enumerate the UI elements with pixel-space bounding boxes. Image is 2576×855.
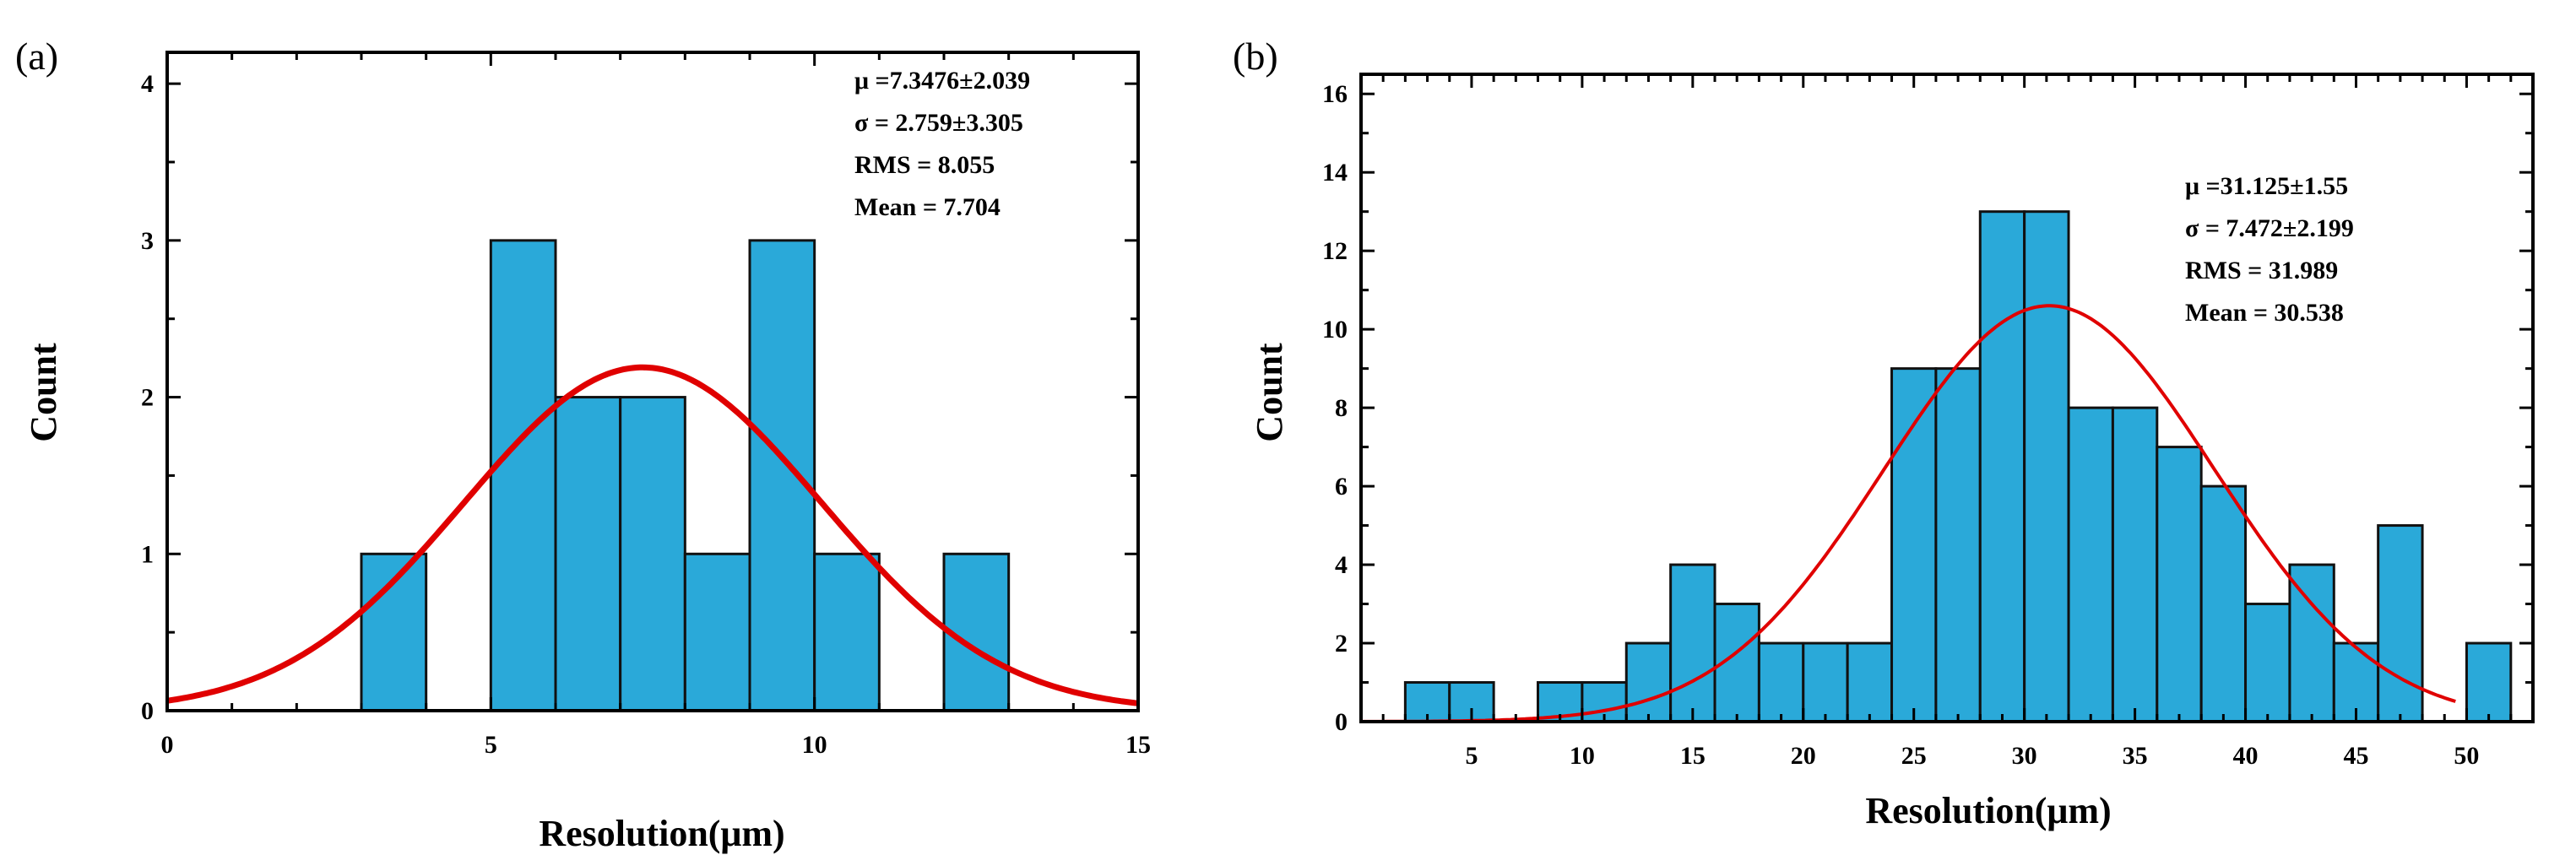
chart-b-y-tick-label: 14 <box>1322 159 1348 187</box>
chart-b-x-tick-label: 45 <box>2343 742 2368 770</box>
chart-b-bar-16 <box>2111 406 2159 723</box>
stat-mean-b: Mean = 30.538 <box>2185 299 2344 327</box>
chart-a-bar-5 <box>683 552 751 712</box>
chart-a-bar-2 <box>489 239 557 712</box>
chart-b-y-tick-label: 8 <box>1335 394 1348 422</box>
chart-b-bar-18 <box>2199 484 2248 723</box>
chart-b-plot-frame <box>1359 73 2535 723</box>
chart-b-bar-22 <box>2377 524 2424 723</box>
histogram-a-svg: (a) Resolution(μm) Count μ =7.3476±2.039… <box>15 35 1151 854</box>
stat-mean-a: Mean = 7.704 <box>854 193 1001 221</box>
chart-b-y-tick-label: 0 <box>1335 708 1348 736</box>
chart-b-bar-6 <box>1669 563 1716 723</box>
chart-b-x-tick-label: 10 <box>1570 742 1595 770</box>
chart-b-y-tick-label: 4 <box>1335 551 1348 579</box>
chart-b-y-tick-label: 2 <box>1335 630 1348 657</box>
chart-a-y-tick-label: 3 <box>141 227 154 255</box>
chart-a-x-tick-label: 15 <box>1125 731 1151 759</box>
chart-b-x-tick-label: 35 <box>2123 742 2148 770</box>
chart-a-x-tick-label: 10 <box>802 731 827 759</box>
chart-a-bar-6 <box>748 239 816 712</box>
chart-a-bar-4 <box>619 396 686 712</box>
chart-b-bar-17 <box>2156 446 2203 723</box>
chart-b-bar-5 <box>1624 641 1673 723</box>
stats-box-a: μ =7.3476±2.039 σ = 2.759±3.305 RMS = 8.… <box>854 67 1030 221</box>
chart-b-bar-19 <box>2244 603 2291 723</box>
chart-b-bar-14 <box>2023 210 2070 723</box>
chart-a-x-tick-label: 5 <box>485 731 497 759</box>
chart-b-bar-15 <box>2067 406 2114 723</box>
chart-b-bar-4 <box>1581 681 1628 723</box>
chart-b-y-tick-label: 6 <box>1335 473 1348 501</box>
chart-a-plot-frame <box>165 51 1140 712</box>
chart-b-bar-13 <box>1978 210 2026 723</box>
x-axis-label-a: Resolution(μm) <box>539 813 784 854</box>
chart-a-y-tick-label: 0 <box>141 697 154 725</box>
stat-sigma-a: σ = 2.759±3.305 <box>854 109 1023 137</box>
chart-a-bar-8 <box>942 552 1011 712</box>
chart-b-y-tick-label: 10 <box>1322 316 1348 344</box>
chart-b-x-tick-label: 30 <box>2012 742 2037 770</box>
y-axis-label-a: Count <box>23 343 64 442</box>
stat-rms-a: RMS = 8.055 <box>854 151 995 179</box>
chart-a-bar-7 <box>813 552 881 712</box>
chart-b-bars <box>1403 210 2513 723</box>
panel-label-b: (b) <box>1233 35 1278 78</box>
histogram-panel-b: (b) Resolution(μm) Count μ =31.125±1.55 … <box>1224 0 2576 855</box>
chart-b-bar-23 <box>2465 641 2513 723</box>
chart-b-x-tick-label: 40 <box>2233 742 2259 770</box>
stat-rms-b: RMS = 31.989 <box>2185 257 2338 284</box>
panel-label-a: (a) <box>15 35 58 78</box>
chart-b-bar-9 <box>1802 641 1849 723</box>
chart-b-x-tick-label: 50 <box>2454 742 2479 770</box>
chart-b-y-tick-label: 12 <box>1322 237 1348 265</box>
histogram-panel-a: (a) Resolution(μm) Count μ =7.3476±2.039… <box>0 0 1182 855</box>
chart-b-x-tick-label: 15 <box>1680 742 1706 770</box>
stat-mu-b: μ =31.125±1.55 <box>2185 172 2348 200</box>
chart-a-y-tick-label: 4 <box>141 70 154 98</box>
chart-a-bars <box>360 239 1011 712</box>
histogram-b-svg: (b) Resolution(μm) Count μ =31.125±1.55 … <box>1233 35 2535 831</box>
stats-box-b: μ =31.125±1.55 σ = 7.472±2.199 RMS = 31.… <box>2185 172 2354 327</box>
chart-b-bar-10 <box>1846 641 1894 723</box>
chart-b-x-tick-label: 5 <box>1465 742 1478 770</box>
stat-mu-a: μ =7.3476±2.039 <box>854 67 1030 95</box>
chart-b-bar-12 <box>1934 367 1982 723</box>
chart-a-y-tick-label: 2 <box>141 384 154 412</box>
chart-a-x-tick-label: 0 <box>161 731 174 759</box>
chart-b-bar-8 <box>1757 641 1805 723</box>
y-axis-label-b: Count <box>1249 343 1290 442</box>
stat-sigma-b: σ = 7.472±2.199 <box>2185 214 2354 242</box>
chart-b-y-tick-label: 16 <box>1322 80 1348 108</box>
chart-a-y-tick-label: 1 <box>141 540 154 568</box>
chart-b-fit-curve <box>1361 304 2456 723</box>
chart-a-fit-curve <box>166 364 1139 706</box>
chart-b-x-tick-label: 25 <box>1901 742 1927 770</box>
chart-a-bar-3 <box>554 396 622 712</box>
chart-b-x-tick-label: 20 <box>1791 742 1816 770</box>
x-axis-label-b: Resolution(μm) <box>1865 790 2111 831</box>
